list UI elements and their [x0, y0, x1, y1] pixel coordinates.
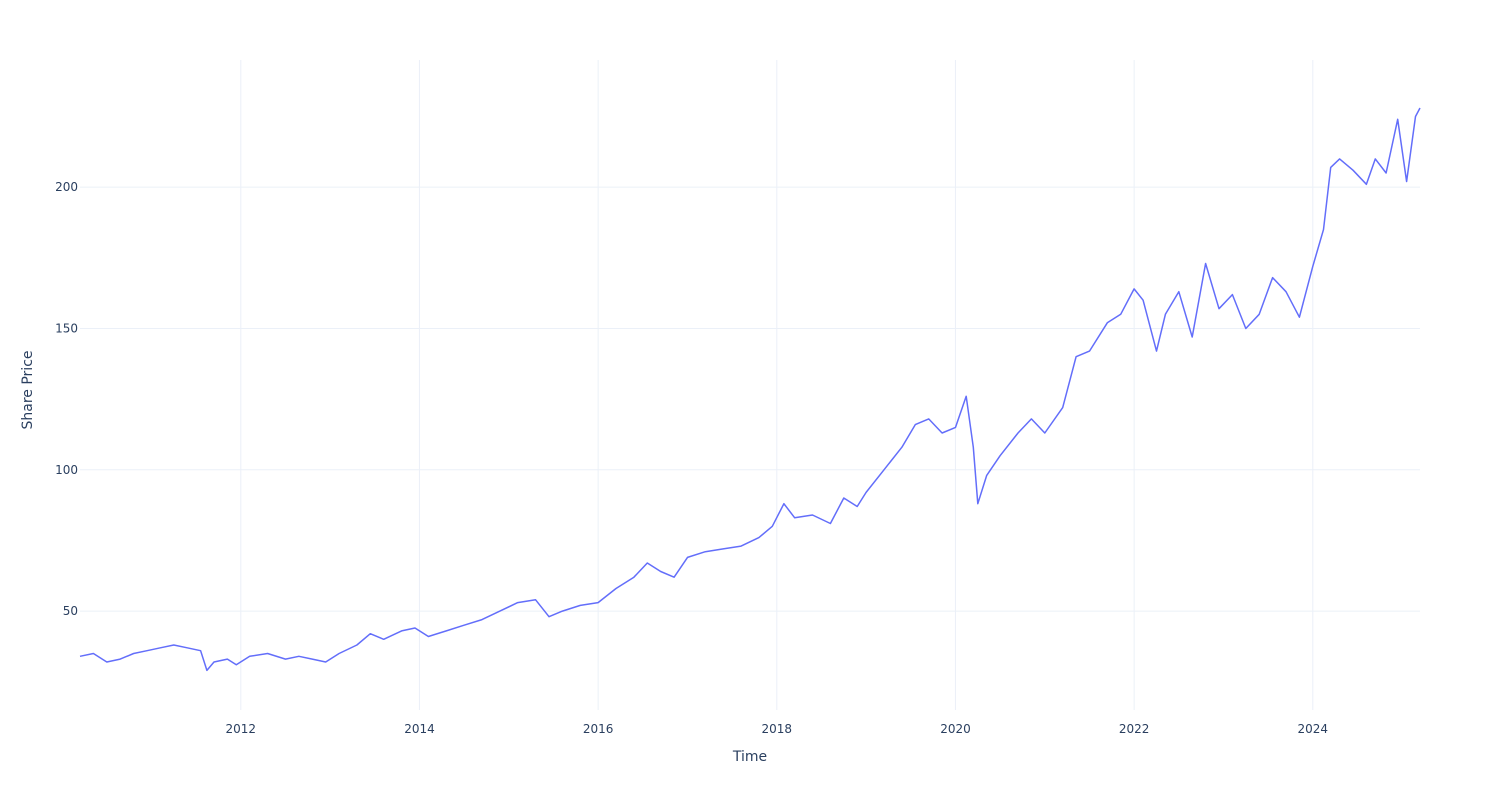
x-tick-label: 2024	[1298, 722, 1329, 736]
x-tick-label: 2014	[404, 722, 435, 736]
y-tick-label: 150	[55, 321, 78, 335]
x-tick-label: 2012	[226, 722, 257, 736]
y-gridlines	[80, 186, 1420, 612]
y-tick-label: 100	[55, 463, 78, 477]
y-tick-label: 200	[55, 180, 78, 194]
y-axis-title: Share Price	[20, 350, 36, 429]
y-tick-label: 50	[63, 604, 78, 618]
x-gridlines	[240, 60, 1314, 710]
y-tick-labels: 50 100 150 200	[55, 180, 78, 618]
x-tick-labels: 2012 2014 2016 2018 2020 2022 2024	[226, 722, 1329, 736]
series-layer	[79, 107, 1421, 672]
series-line	[79, 107, 1421, 672]
x-tick-label: 2022	[1119, 722, 1150, 736]
x-tick-label: 2016	[583, 722, 614, 736]
x-tick-label: 2020	[940, 722, 971, 736]
x-tick-label: 2018	[762, 722, 793, 736]
x-axis-title: Time	[732, 749, 767, 765]
